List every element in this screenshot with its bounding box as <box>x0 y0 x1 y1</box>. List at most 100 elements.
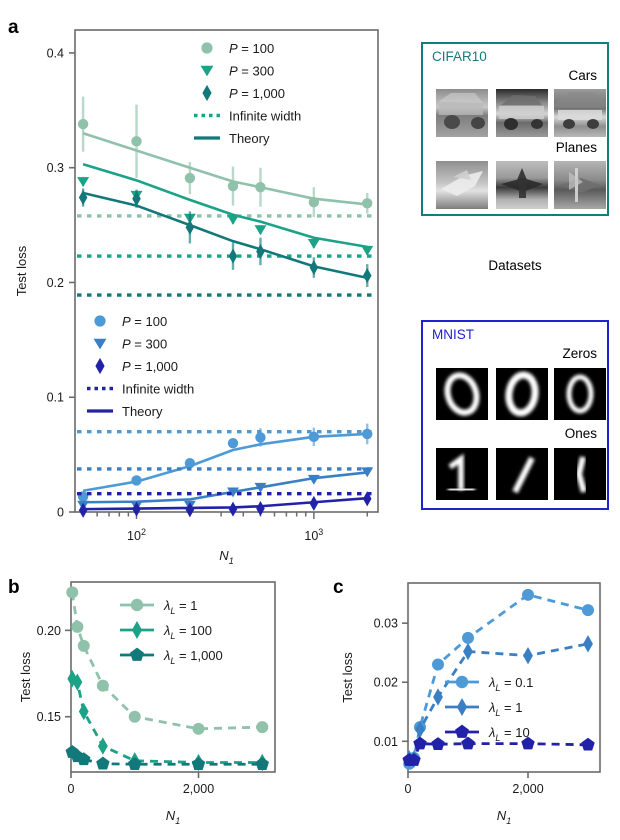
panel-a-data-point <box>362 198 373 209</box>
legend-label: P = 1,000 <box>122 359 178 374</box>
panel-a-theory-curve <box>82 132 368 206</box>
panel-a-data-point <box>256 501 265 517</box>
panel-c-ytick-label: 0.03 <box>374 617 398 631</box>
panel-a-chart: 0.4 0.3 0.2 0.1 0 102 103 Test loss N1 P = 100 P =… <box>14 29 379 566</box>
panel-a-data-point <box>132 501 141 517</box>
panel-c-data-point <box>523 646 533 665</box>
panel-b-data-point <box>192 722 205 735</box>
legend-diamond-swatch <box>202 84 212 102</box>
panel-a-data-point <box>255 432 266 443</box>
panel-a-data-point <box>184 458 196 469</box>
legend-label: P = 1,000 <box>229 86 285 101</box>
panel-a-data-point <box>228 248 238 264</box>
panel-c-data-point <box>461 736 475 750</box>
cifar10-thumbnails <box>436 89 606 209</box>
legend-diamond-swatch <box>131 621 143 639</box>
panel-a-data-point <box>361 245 374 256</box>
mnist-row1-label: Zeros <box>562 346 597 361</box>
panel-a-data-point <box>78 190 88 206</box>
panel-c-data-point <box>413 736 427 750</box>
datasets-caption: Datasets <box>488 258 542 273</box>
panel-a-data-point <box>227 180 239 192</box>
cifar10-title: CIFAR10 <box>432 49 487 64</box>
panel-a-data-point <box>254 482 267 493</box>
panel-b-data-point <box>96 679 109 692</box>
panel-a-data-point <box>309 260 319 276</box>
panel-b-data-point <box>97 737 108 755</box>
panel-c-ytick-label: 0.02 <box>374 676 398 690</box>
legend-pentagon-swatch <box>455 724 469 738</box>
panel-a-ytick-label: 0.2 <box>47 276 64 290</box>
panel-a-data-point <box>308 196 320 208</box>
panel-a-theory-curve <box>83 496 368 511</box>
panel-b-xlabel: N1 <box>166 808 180 826</box>
panel-a-data-point <box>254 225 267 236</box>
legend-label: λL = 0.1 <box>488 675 533 693</box>
panel-a-data-point <box>361 467 374 478</box>
panel-a-data-point <box>256 243 265 260</box>
panel-b-data-point <box>255 757 269 770</box>
panel-b-data-point <box>128 757 142 770</box>
legend-label: λL = 10 <box>488 725 530 743</box>
panel-c-chart: 0.03 0.02 0.01 0 2,000 Test loss N1 λL = 0.1 λL … <box>340 582 601 826</box>
panel-a-theory-curve <box>82 432 368 493</box>
panel-a-theory-curve <box>83 471 368 504</box>
legend-label: P = 100 <box>229 41 274 56</box>
panel-a-data-point <box>227 437 239 449</box>
panel-c-data-point <box>407 753 421 766</box>
panel-a-data-point <box>307 239 320 249</box>
panel-a-data-point <box>307 474 320 485</box>
legend-label: λL = 1 <box>488 700 522 718</box>
panel-c-letter: c <box>333 577 344 598</box>
panel-a-data-point <box>308 431 320 443</box>
panel-a-theory-curve <box>82 191 368 280</box>
panel-b-ylabel: Test loss <box>18 651 33 702</box>
legend-circle-swatch <box>94 315 106 327</box>
panel-b-data-point <box>77 639 90 652</box>
panel-b-letter: b <box>8 577 20 598</box>
legend-circle-swatch <box>201 42 213 54</box>
panel-a-data-point <box>131 475 142 486</box>
panel-a-data-point <box>362 491 372 507</box>
panel-a-letter: a <box>8 17 19 38</box>
panel-c-data-point <box>432 658 444 671</box>
legend-label: P = 300 <box>229 64 274 79</box>
panel-a-data-point <box>255 182 266 193</box>
panel-b-ytick-label: 0.15 <box>37 710 61 724</box>
panel-b-xtick-label: 2,000 <box>183 782 214 796</box>
legend-diamond-swatch <box>95 357 105 375</box>
panel-a-ytick-label: 0.1 <box>47 391 64 405</box>
legend-label: P = 300 <box>122 337 167 352</box>
panel-a-data-point <box>78 502 88 518</box>
panel-c-ylabel: Test loss <box>340 652 355 703</box>
legend-label: Infinite width <box>122 382 194 397</box>
panel-a-ytick-label: 0 <box>57 506 64 520</box>
panel-a-data-point <box>77 177 90 187</box>
panel-a-data-point <box>185 502 195 518</box>
legend-label: Theory <box>122 404 163 419</box>
panel-b-chart: 0.20 0.15 0 2,000 Test loss N1 λL = 1 λL = 100 λ… <box>18 581 276 826</box>
panel-c-data-point <box>583 635 593 653</box>
panel-c-data-point <box>582 604 594 617</box>
panel-a-theory-curve <box>82 163 368 249</box>
panel-c-data-point <box>431 737 445 750</box>
panel-a-data-point <box>131 136 142 147</box>
panel-b-data-point <box>77 752 91 766</box>
panel-c-xtick-label: 2,000 <box>512 782 543 796</box>
panel-a-plot-frame <box>74 29 379 513</box>
cifar10-row1-label: Cars <box>568 68 597 83</box>
panel-a-xlabel: N1 <box>219 548 233 566</box>
panel-a-data-point <box>132 191 141 207</box>
panel-a-data-point <box>185 219 195 235</box>
panel-a-data-point <box>227 214 239 225</box>
panel-b-data-point <box>256 721 269 734</box>
mnist-title: MNIST <box>432 327 474 342</box>
mnist-row2-label: Ones <box>564 426 597 441</box>
cifar10-dataset-box: CIFAR10 Cars Planes <box>421 42 609 216</box>
panel-b-xtick-label: 0 <box>68 782 75 796</box>
panel-c-data-point <box>521 736 535 750</box>
panel-c-xtick-label: 0 <box>405 782 412 796</box>
panel-c-data-point <box>433 688 443 706</box>
legend-triangle-down-swatch <box>200 65 214 77</box>
legend-label: Infinite width <box>229 109 301 124</box>
